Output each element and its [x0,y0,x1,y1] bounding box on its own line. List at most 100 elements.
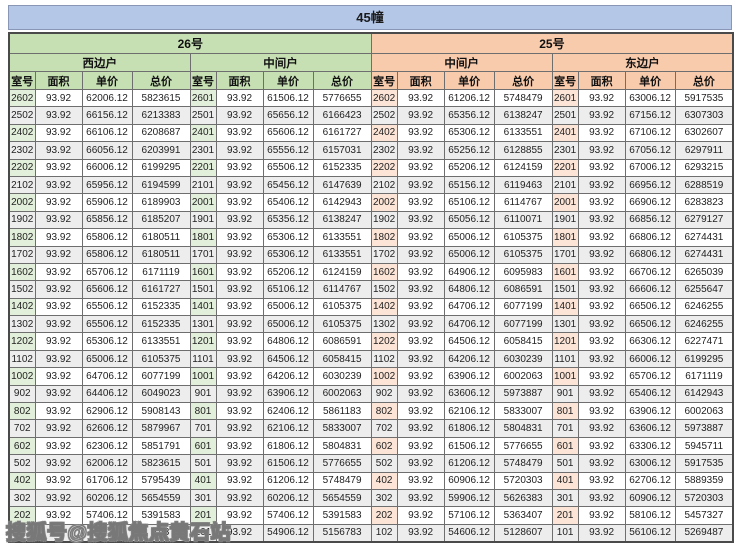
area-cell: 93.92 [577,384,626,404]
room-cell: 1902 [8,210,36,230]
room-cell: 702 [370,419,398,438]
unit-price-cell: 64806.12 [262,332,314,351]
area-cell: 93.92 [34,228,83,247]
total-price-cell: 6227471 [674,332,734,351]
room-cell: 602 [8,436,36,456]
unit-price-cell: 65806.12 [81,245,133,264]
total-price-cell: 743 [131,523,191,543]
total-price-cell: 6138247 [312,210,372,230]
room-cell: 2101 [189,175,217,195]
total-price-cell: 6138247 [493,106,553,125]
table-row: 2102 93.92 65956.12 6194599 2101 93.92 65456.1… [8,175,734,195]
unit-price-cell: 63906.12 [262,384,314,404]
room-cell: 1302 [370,315,398,334]
total-price-cell: 6199295 [674,349,734,369]
room-cell: 1302 [8,315,36,334]
total-price-cell: 6213383 [131,106,191,125]
room-cell: 301 [551,488,579,508]
area-cell: 93.92 [34,419,83,438]
unit-price-cell: 65006.12 [443,245,495,264]
room-cell: 1502 [8,280,36,299]
table-row: 702 93.92 62606.12 5879967 701 93.92 62106.12 5… [8,419,734,438]
unit-price-cell: 63306.12 [624,436,676,456]
unit-price-cell: 62006.12 [81,454,133,473]
area-cell: 93.92 [34,349,83,369]
total-price-cell: 5720303 [493,471,553,490]
total-price-cell: 6077199 [493,315,553,334]
room-cell: 2602 [8,88,36,108]
col-header-total-price: 总价 [312,71,372,90]
total-price-cell: 5654559 [131,488,191,508]
table-row: 2402 93.92 66106.12 6208687 2401 93.92 65606.1… [8,123,734,143]
total-price-cell: 5851791 [131,436,191,456]
unit-price-cell: 57406.12 [262,506,314,525]
area-cell: 93.92 [396,471,445,490]
total-price-cell: 6180511 [131,245,191,264]
area-cell: 93.92 [215,158,264,177]
area-cell: 93.92 [396,454,445,473]
col-header-area: 面积 [577,71,626,90]
room-cell: 2001 [189,193,217,212]
area-cell: 93.92 [215,106,264,125]
total-price-cell: 5156783 [312,523,372,543]
total-price-cell: 5833007 [312,419,372,438]
room-cell: 701 [551,419,579,438]
total-price-cell: 5269487 [674,523,734,543]
unit-price-cell: 65506.12 [262,158,314,177]
unit-price-cell: 65356.12 [443,106,495,125]
room-cell: 2102 [8,175,36,195]
total-price-cell: 6133551 [312,228,372,247]
room-cell: 701 [189,419,217,438]
unit-price-cell: 65006.12 [81,349,133,369]
unit-price-cell: 66006.12 [624,349,676,369]
total-price-cell: 6105375 [493,228,553,247]
area-cell: 93.92 [34,262,83,282]
unit-type-middle-26: 中间户 [189,53,372,72]
room-cell: 1102 [370,349,398,369]
room-cell: 1502 [370,280,398,299]
total-price-cell: 6246255 [674,297,734,317]
area-cell: 93.92 [34,175,83,195]
area-cell: 93.92 [577,488,626,508]
total-price-cell: 5363407 [493,506,553,525]
total-price-cell: 6114767 [493,193,553,212]
room-cell: 2202 [8,158,36,177]
area-cell: 93.92 [396,228,445,247]
total-price-cell: 6166423 [312,106,372,125]
room-cell: 2502 [370,106,398,125]
unit-price-cell: 66106.12 [81,123,133,143]
room-cell: 1602 [8,262,36,282]
table-row: 2002 93.92 65906.12 6189903 2001 93.92 65406.1… [8,193,734,212]
table-row: 1302 93.92 65506.12 6152335 1301 93.92 65006.1… [8,315,734,334]
table-row: 2502 93.92 66156.12 6213383 2501 93.92 65656.1… [8,106,734,125]
column-header-row: 室号 面积 单价 总价 室号 面积 单价 总价 室号 面积 单价 总价 室号 面积 单价 总价 [8,71,734,90]
area-cell: 93.92 [396,349,445,369]
total-price-cell: 6189903 [131,193,191,212]
room-cell: 502 [8,454,36,473]
room-cell: 101 [551,523,579,543]
room-cell: 1901 [551,210,579,230]
unit-price-cell: 65456.12 [262,175,314,195]
unit-price-cell: 65306.12 [262,228,314,247]
room-cell: 1202 [370,332,398,351]
total-price-cell: 5795439 [131,471,191,490]
area-cell: 93.92 [396,523,445,543]
unit-price-cell: 66306.12 [624,332,676,351]
unit-price-cell: 65106.12 [262,280,314,299]
unit-price-cell: 64506.12 [262,349,314,369]
room-cell: 901 [551,384,579,404]
table-row: 302 93.92 60206.12 5654559 301 93.92 60206.12 5… [8,488,734,508]
total-price-cell: 5973887 [493,384,553,404]
total-price-cell: 6171119 [131,262,191,282]
total-price-cell: 6274431 [674,228,734,247]
total-price-cell: 6105375 [312,315,372,334]
area-cell: 93.92 [34,245,83,264]
area-cell: 93.92 [215,349,264,369]
table-row: 1702 93.92 65806.12 6180511 1701 93.92 65306.1… [8,245,734,264]
total-price-cell: 6152335 [312,158,372,177]
unit-price-cell: 65956.12 [81,175,133,195]
area-cell: 93.92 [34,471,83,490]
total-price-cell: 5908143 [131,402,191,421]
total-price-cell: 5889359 [674,471,734,490]
